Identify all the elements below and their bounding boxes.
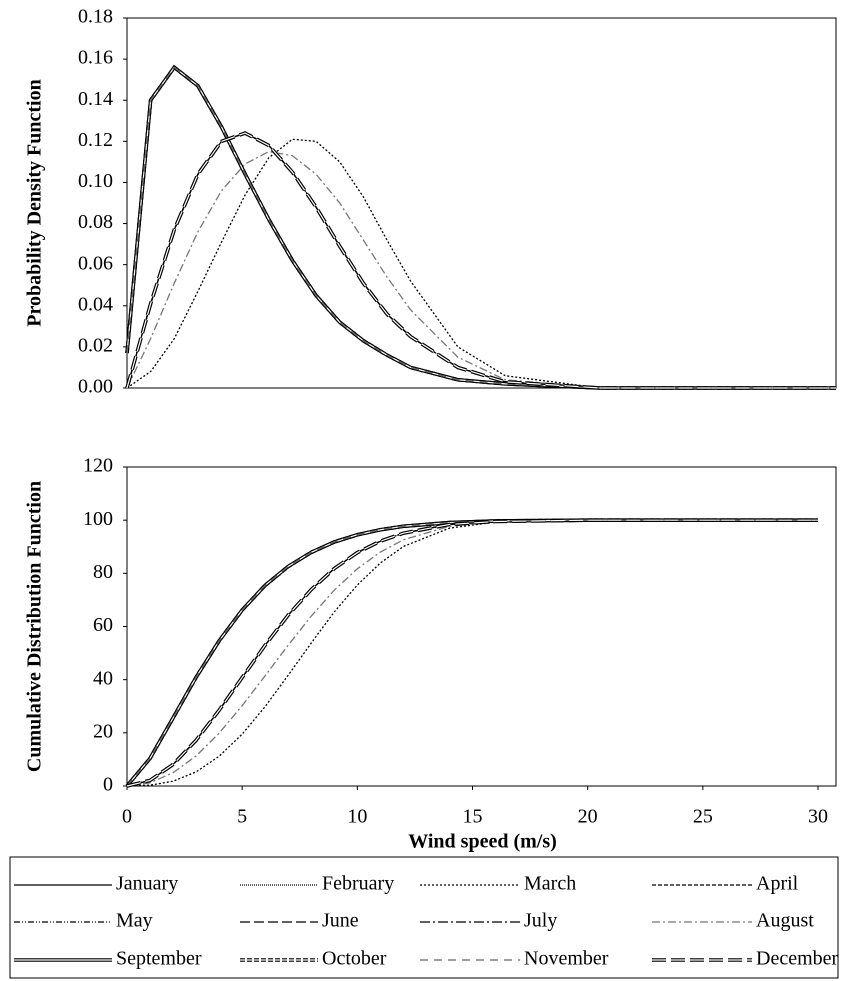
x-axis-title: Wind speed (m/s) <box>408 831 557 853</box>
y-tick-label: 120 <box>83 455 113 477</box>
legend-label: September <box>116 948 202 970</box>
legend-label: January <box>116 873 178 895</box>
y-axis-title: Cumulative Distribution Function <box>24 481 46 772</box>
legend-label: December <box>756 948 839 970</box>
x-tick-label: 0 <box>122 806 132 828</box>
legend-label: October <box>322 948 387 970</box>
y-tick-label: 0.02 <box>78 334 113 356</box>
legend-label: July <box>524 910 557 932</box>
data-line <box>126 519 818 787</box>
data-line <box>126 150 836 389</box>
data-line <box>126 518 818 788</box>
y-tick-label: 0.10 <box>78 170 113 192</box>
legend-label: April <box>756 873 799 895</box>
data-line <box>126 66 836 389</box>
x-tick-label: 25 <box>693 806 713 828</box>
data-line <box>126 519 818 787</box>
y-tick-label: 40 <box>93 667 113 689</box>
y-tick-label: 0 <box>103 774 113 796</box>
data-line <box>125 131 836 390</box>
y-tick-label: 100 <box>83 508 113 530</box>
data-line <box>126 519 818 787</box>
data-line <box>126 519 818 787</box>
data-line <box>126 132 836 389</box>
x-tick-label: 10 <box>347 806 367 828</box>
legend-box <box>9 856 839 979</box>
y-tick-label: 0.00 <box>78 376 113 398</box>
x-tick-label: 15 <box>463 806 483 828</box>
data-line <box>126 519 818 787</box>
y-axis-title: Probability Density Function <box>24 79 46 326</box>
data-line <box>126 519 818 787</box>
data-line <box>125 64 836 390</box>
y-tick-label: 0.12 <box>78 129 113 151</box>
y-tick-label: 0.14 <box>78 88 113 110</box>
legend-label: March <box>524 873 576 895</box>
data-line <box>126 66 836 389</box>
data-line <box>126 138 836 389</box>
data-line-inner <box>126 519 818 787</box>
data-line <box>126 519 818 787</box>
x-tick-label: 5 <box>237 806 247 828</box>
data-line <box>125 518 818 788</box>
y-tick-label: 80 <box>93 561 113 583</box>
legend-label: November <box>524 948 609 970</box>
plot-frame <box>126 17 837 389</box>
data-line-inner <box>126 66 836 389</box>
data-line-inner <box>126 66 836 389</box>
data-line <box>125 64 836 390</box>
data-line <box>125 518 818 788</box>
x-tick-label: 30 <box>808 806 828 828</box>
data-line <box>126 519 818 787</box>
data-line <box>126 132 836 389</box>
y-tick-label: 0.08 <box>78 211 113 233</box>
data-line <box>126 132 836 389</box>
y-tick-label: 20 <box>93 720 113 742</box>
legend-label: June <box>322 910 359 932</box>
data-line-inner <box>126 519 818 787</box>
data-line <box>126 519 818 787</box>
data-line <box>126 132 836 389</box>
x-tick-label: 20 <box>578 806 598 828</box>
legend-label: February <box>322 873 394 895</box>
plot-frame <box>126 466 837 787</box>
y-tick-label: 60 <box>93 614 113 636</box>
legend-label: May <box>116 910 153 932</box>
y-tick-label: 0.16 <box>78 47 113 69</box>
legend-label: August <box>756 910 814 932</box>
data-line-inner <box>126 519 818 787</box>
y-tick-label: 0.06 <box>78 252 113 274</box>
data-line <box>126 132 836 389</box>
data-line-inner <box>126 132 836 389</box>
y-tick-label: 0.18 <box>78 6 113 28</box>
y-tick-label: 0.04 <box>78 293 113 315</box>
